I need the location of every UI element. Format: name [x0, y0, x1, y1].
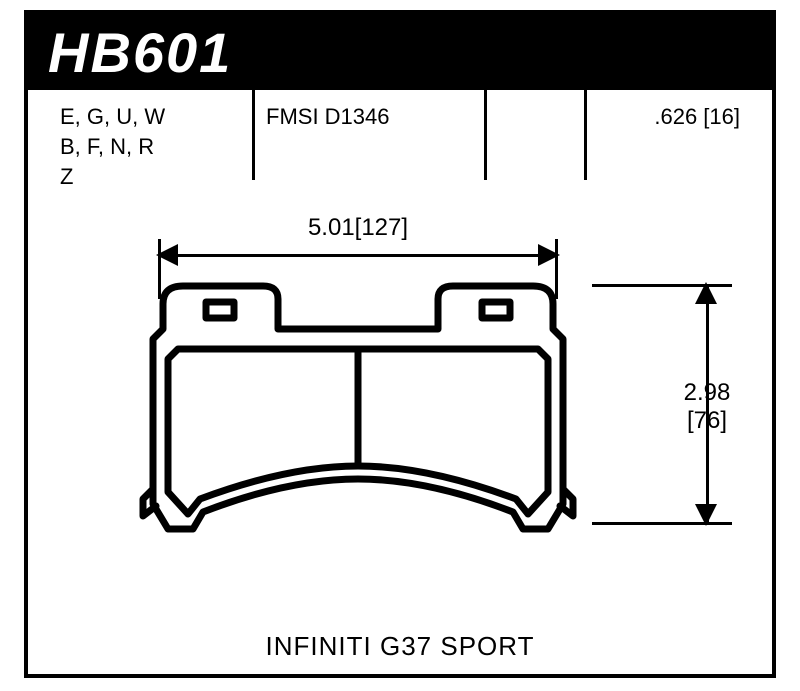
- height-mm: [76]: [662, 407, 752, 435]
- arrow-left-icon: [156, 244, 178, 266]
- arrow-right-icon: [538, 244, 560, 266]
- separator: [484, 90, 487, 180]
- compounds-line: B, F, N, R: [60, 132, 250, 162]
- mounting-slot: [482, 302, 510, 318]
- part-number: HB601: [48, 20, 232, 85]
- compound-codes: E, G, U, W B, F, N, R Z: [60, 102, 250, 192]
- header-bar: HB601: [28, 14, 772, 90]
- arrow-down-icon: [695, 504, 717, 526]
- height-in: 2.98: [662, 379, 752, 407]
- fmsi-code: FMSI D1346: [266, 102, 476, 132]
- brake-pad-drawing: [128, 274, 588, 554]
- mounting-slot: [206, 302, 234, 318]
- info-row: E, G, U, W B, F, N, R Z FMSI D1346 .626 …: [28, 90, 772, 210]
- compounds-line: Z: [60, 162, 250, 192]
- thickness-value: .626 [16]: [570, 102, 740, 132]
- width-label: 5.01[127]: [158, 214, 558, 242]
- arrow-up-icon: [695, 282, 717, 304]
- spec-frame: HB601 E, G, U, W B, F, N, R Z FMSI D1346…: [24, 10, 776, 678]
- dimension-line: [158, 254, 558, 257]
- compounds-line: E, G, U, W: [60, 102, 250, 132]
- height-label: 2.98 [76]: [662, 379, 752, 435]
- diagram-area: 5.01[127] 2.98 [76]: [28, 214, 772, 674]
- product-label: INFINITI G37 SPORT: [28, 631, 772, 662]
- separator: [252, 90, 255, 180]
